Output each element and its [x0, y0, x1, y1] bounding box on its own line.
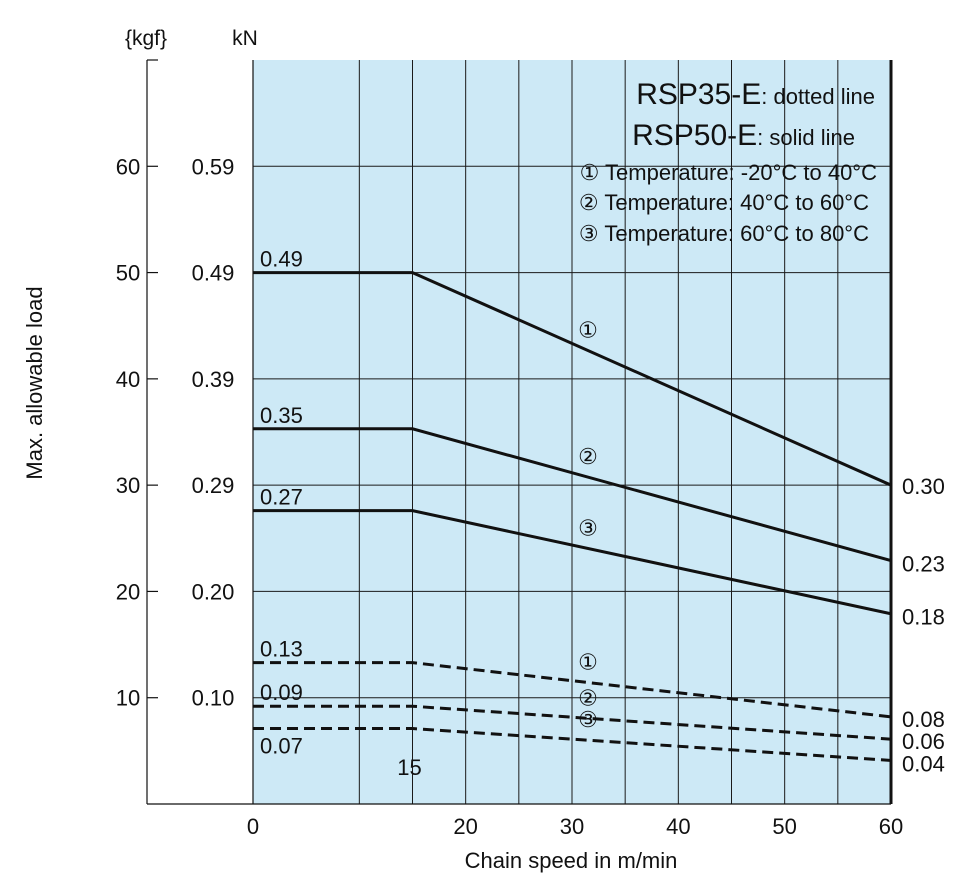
curves	[253, 271, 892, 762]
end-label-rsp35e-3: 0.04	[902, 751, 945, 776]
curve-rsp35e-1	[253, 661, 892, 719]
curve-marker-rsp50e-1: ①	[578, 318, 598, 343]
y-tick-label-kgf-10: 10	[116, 686, 140, 711]
start-label-rsp50e-2: 0.35	[260, 403, 303, 428]
x-axis-title: Chain speed in m/min	[465, 848, 678, 873]
curve-marker-rsp35e-1: ①	[578, 650, 598, 675]
legend-line-rsp50: RSP50-E: solid line	[632, 119, 855, 152]
legend-temp-1: ① Temperature: -20°C to 40°C	[580, 160, 878, 185]
legend-temp-text-1: Temperature: -20°C to 40°C	[605, 160, 877, 185]
curve-marker-rsp35e-3: ③	[578, 707, 598, 732]
curve-rsp50e-2	[253, 427, 892, 563]
legend-marker-1: ①	[580, 160, 600, 185]
legend-line-rsp35: RSP35-E: dotted line	[636, 78, 875, 111]
y-tick-label-kgf-30: 30	[116, 473, 140, 498]
ticks: 10 20 30 40 50 60 0.10 0.20 0.29 0.39 0.49 0.59 0 20 3…	[116, 154, 903, 839]
legend-temp-3: ③ Temperature: 60°C to 80°C	[579, 221, 869, 246]
legend-style-rsp50: : solid line	[757, 125, 855, 150]
x-annotation-label: 15	[397, 755, 421, 780]
y-tick-label-kgf-20: 20	[116, 579, 140, 604]
y-tick-label-kn-50: 0.49	[192, 261, 235, 286]
x-tick-label-40: 40	[666, 814, 690, 839]
y-tick-label-kn-40: 0.39	[192, 367, 235, 392]
x-tick-label-50: 50	[772, 814, 796, 839]
y-tick-label-kn-30: 0.29	[192, 473, 235, 498]
end-label-rsp50e-2: 0.23	[902, 552, 945, 577]
legend-temp-2: ② Temperature: 40°C to 60°C	[579, 190, 869, 215]
x-tick-label-0: 0	[247, 814, 259, 839]
axes	[146, 59, 893, 805]
legend-model-rsp35: RSP35-E	[636, 78, 761, 111]
legend: RSP35-E: dotted line RSP50-E: solid line…	[579, 78, 877, 246]
unit-kgf: {kgf}	[125, 27, 167, 50]
legend-marker-2: ②	[579, 190, 599, 215]
legend-temp-text-3: Temperature: 60°C to 80°C	[604, 221, 869, 246]
grid	[253, 60, 891, 804]
start-label-rsp35e-1: 0.13	[260, 637, 303, 662]
curve-marker-rsp35e-2: ②	[578, 685, 598, 710]
y-tick-label-kn-10: 0.10	[192, 686, 235, 711]
curve-marker-rsp50e-2: ②	[578, 444, 598, 469]
y-tick-label-kgf-60: 60	[116, 154, 140, 179]
start-label-rsp35e-2: 0.09	[260, 680, 303, 705]
legend-temp-text-2: Temperature: 40°C to 60°C	[604, 190, 869, 215]
x-tick-label-60: 60	[879, 814, 903, 839]
x-tick-label-30: 30	[560, 814, 584, 839]
curve-rsp35e-2	[253, 704, 892, 741]
y-tick-label-kgf-50: 50	[116, 261, 140, 286]
curve-marker-rsp50e-3: ③	[578, 515, 598, 540]
curve-rsp50e-1	[253, 271, 892, 487]
legend-model-rsp50: RSP50-E	[632, 119, 757, 152]
end-label-rsp35e-2: 0.06	[902, 729, 945, 754]
start-label-rsp35e-3: 0.07	[260, 734, 303, 759]
labels: 0.49 0.30 ① 0.35 0.23 ② 0.27 0.18 ③ 0.13 0.08 ① 0.09…	[260, 247, 945, 777]
y-tick-label-kn-60: 0.59	[192, 154, 235, 179]
y-tick-label-kn-20: 0.20	[192, 579, 235, 604]
end-label-rsp50e-1: 0.30	[902, 474, 945, 499]
end-label-rsp50e-3: 0.18	[902, 605, 945, 630]
start-label-rsp50e-3: 0.27	[260, 485, 303, 510]
curve-rsp50e-3	[253, 509, 892, 616]
legend-marker-3: ③	[579, 221, 599, 246]
y-axis-title: Max. allowable load	[22, 286, 47, 479]
curve-rsp35e-3	[253, 727, 892, 762]
x-tick-label-20: 20	[453, 814, 477, 839]
end-label-rsp35e-1: 0.08	[902, 707, 945, 732]
legend-style-rsp35: : dotted line	[761, 84, 875, 109]
unit-kn: kN	[232, 27, 258, 50]
start-label-rsp50e-1: 0.49	[260, 247, 303, 272]
y-tick-label-kgf-40: 40	[116, 367, 140, 392]
